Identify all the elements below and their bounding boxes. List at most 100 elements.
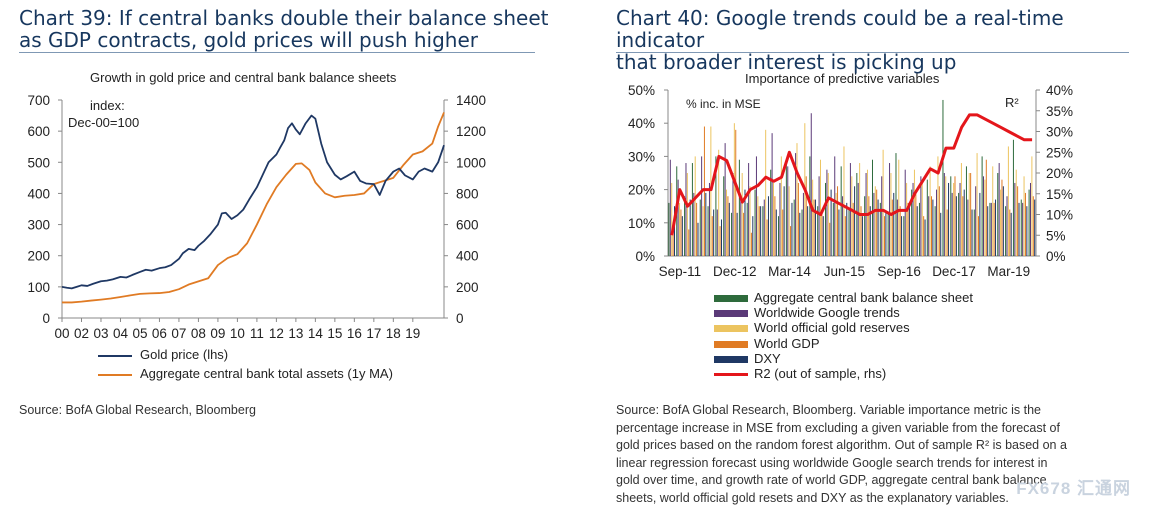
bar xyxy=(702,206,704,256)
bar xyxy=(813,199,815,256)
x-tick-label: 02 xyxy=(74,326,89,341)
bar xyxy=(797,182,799,256)
x-tick-label: 04 xyxy=(113,326,129,341)
y-left-tick-label: 300 xyxy=(27,218,50,233)
bar xyxy=(854,186,856,256)
chart-40-title: Chart 40: Google trends could be a real-… xyxy=(616,7,1149,73)
bar xyxy=(763,199,765,256)
bar xyxy=(946,209,948,256)
y-right-tick-label: 600 xyxy=(456,218,479,233)
bar xyxy=(733,123,735,256)
bar xyxy=(877,199,879,256)
bar xyxy=(992,166,994,256)
x-tick-label: 03 xyxy=(93,326,108,341)
x-tick-label: 07 xyxy=(171,326,186,341)
bar xyxy=(778,216,780,256)
x-tick-label: 15 xyxy=(327,326,342,341)
bar xyxy=(916,206,918,256)
bar xyxy=(981,156,983,256)
y-left-tick-label: 600 xyxy=(27,124,50,139)
bar xyxy=(818,176,820,256)
bar xyxy=(906,182,908,256)
bar xyxy=(696,202,698,256)
bar xyxy=(936,189,938,256)
bar xyxy=(715,156,717,256)
bar xyxy=(907,202,909,256)
bar xyxy=(989,202,991,256)
bar xyxy=(904,169,906,256)
bar xyxy=(832,202,834,256)
bar xyxy=(790,226,792,256)
chart-39-title-line2: as GDP contracts, gold prices will push … xyxy=(19,28,478,52)
bar xyxy=(955,196,957,256)
bar xyxy=(708,182,710,256)
chart-39-title-line1: Chart 39: If central banks double their … xyxy=(19,6,549,30)
bar xyxy=(881,176,883,256)
bar xyxy=(720,219,722,256)
bar xyxy=(887,212,889,256)
bar xyxy=(937,156,939,256)
chart-40-title-rule xyxy=(616,52,1129,53)
y-right-tick-label: 200 xyxy=(456,280,479,295)
bar xyxy=(780,156,782,256)
y-left-tick-label: 20% xyxy=(628,183,655,198)
legend-r2: R2 (out of sample, rhs) xyxy=(714,366,886,381)
bar xyxy=(788,186,790,256)
bar xyxy=(1014,182,1016,256)
bar xyxy=(960,163,962,256)
bar xyxy=(882,149,884,256)
bar xyxy=(727,196,729,256)
bar xyxy=(711,216,713,256)
bar xyxy=(979,192,981,256)
x-tick-label: 12 xyxy=(269,326,284,341)
chart-39-plot: 0100200300400500600700020040060080010001… xyxy=(27,93,486,341)
bar xyxy=(852,202,854,256)
r2-label: R² xyxy=(1005,95,1019,110)
bar xyxy=(691,163,693,256)
bar xyxy=(728,202,730,256)
bar xyxy=(942,99,944,257)
y-right-tick-label: 1000 xyxy=(456,155,486,170)
bar xyxy=(911,189,913,256)
bar xyxy=(783,186,785,256)
source-line: percentage increase in MSE from excludin… xyxy=(616,420,1060,435)
x-tick-label: 16 xyxy=(347,326,362,341)
x-tick-label: 18 xyxy=(386,326,401,341)
legend-swatch-orange xyxy=(714,341,748,349)
legend-world-gdp: World GDP xyxy=(714,336,820,351)
bar xyxy=(674,206,676,256)
chart-40-title-line2: that broader interest is picking up xyxy=(616,50,957,74)
bar xyxy=(923,216,925,256)
legend-cb-balance-sheet: Aggregate central bank balance sheet xyxy=(714,290,973,305)
bar xyxy=(819,159,821,256)
bar xyxy=(951,192,953,256)
bar xyxy=(724,143,726,256)
chart-40-plot: 0% 10% 20% 30% 40% 50% 0% 5% 10% 15% 20% 25% 30% 35% 4… xyxy=(628,83,1073,279)
chart-40-subtitle: Importance of predictive variables xyxy=(745,71,940,86)
bar xyxy=(950,176,952,256)
bar xyxy=(975,186,977,256)
bar xyxy=(822,216,824,256)
bar xyxy=(997,173,999,256)
bar xyxy=(929,166,931,256)
y-right-tick-label: 35% xyxy=(1046,104,1073,119)
x-tick-label: 10 xyxy=(230,326,245,341)
bar xyxy=(1006,196,1008,256)
chart-39-panel: Chart 39: If central banks double their … xyxy=(0,0,560,525)
bar xyxy=(1028,189,1030,256)
bar xyxy=(765,129,767,256)
bar xyxy=(705,192,707,256)
bar xyxy=(962,196,964,256)
bar xyxy=(970,173,972,256)
bar xyxy=(750,232,752,256)
legend-cb-assets-swatch xyxy=(98,373,132,376)
legend-swatch-yellow xyxy=(714,325,748,333)
bar xyxy=(694,156,696,256)
x-tick-label: 13 xyxy=(288,326,303,341)
bar xyxy=(893,192,895,256)
bar xyxy=(903,216,905,256)
y-left-tick-label: 10% xyxy=(628,216,655,231)
bar xyxy=(1024,192,1026,256)
bar xyxy=(871,159,873,256)
bar xyxy=(716,209,718,256)
